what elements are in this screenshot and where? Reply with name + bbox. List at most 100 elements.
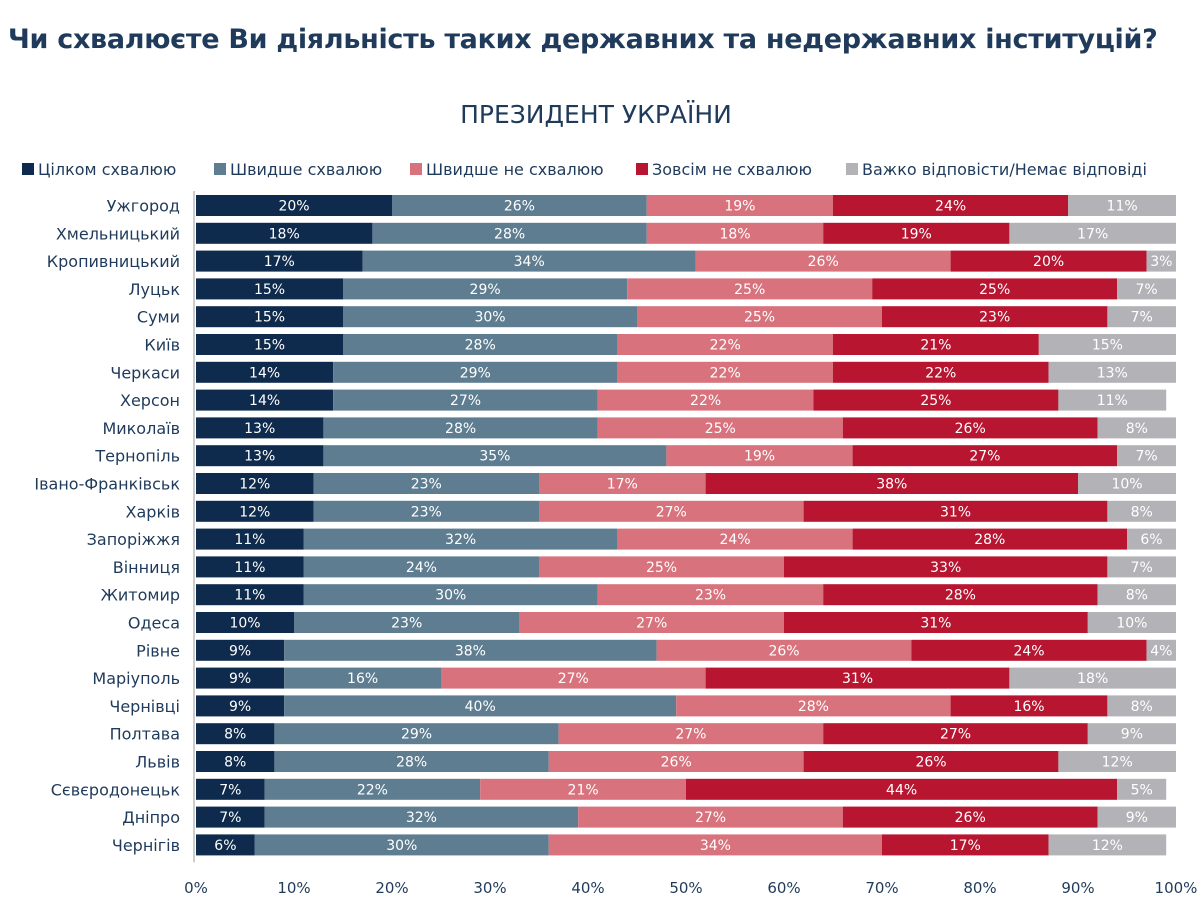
bar-segment [1117,278,1176,300]
data-label: 25% [705,421,736,437]
data-label: 8% [1126,421,1148,437]
legend-label: Швидше схвалюю [230,160,382,179]
category-label: Ужгород [107,197,180,216]
data-label: 7% [1135,449,1157,465]
category-label: Житомир [101,586,180,605]
data-label: 30% [386,838,417,854]
data-label: 26% [504,199,535,215]
bar-segment [196,695,285,717]
data-label: 25% [646,560,677,576]
data-label: 25% [744,310,775,326]
bar-segment [637,306,882,328]
bar-segment [196,500,314,522]
bar-segment [872,278,1118,300]
bar-segment [852,445,1118,467]
data-label: 15% [254,310,285,326]
bar-segment [303,584,598,606]
data-label: 35% [479,449,510,465]
data-label: 6% [214,838,236,854]
data-label: 25% [979,282,1010,298]
data-label: 28% [465,338,496,354]
data-label: 22% [710,365,741,381]
category-label: Черкаси [110,363,180,382]
bar-segment [1127,528,1176,550]
data-label: 30% [474,310,505,326]
bar-segment [196,334,343,355]
category-label: Кропивницький [47,252,180,271]
category-label: Тернопіль [94,447,180,466]
bar-segment [617,528,853,550]
data-label: 29% [460,365,491,381]
data-label: 27% [969,449,1000,465]
data-label: 8% [224,755,246,771]
category-label: Івано-Франківськ [34,475,180,494]
bar-segment [196,751,275,772]
bar-segment [852,528,1127,550]
category-label: Чернігів [112,836,180,855]
bar-segment [343,334,618,355]
data-label: 11% [1097,393,1128,409]
bar-segment [1058,389,1167,411]
data-label: 22% [357,782,388,798]
data-label: 38% [876,477,907,493]
bar-segment [1087,612,1176,633]
bar-segment [686,778,1118,800]
data-label: 14% [249,365,280,381]
data-label: 8% [1126,588,1148,604]
bar-segment [882,834,1049,856]
data-label: 32% [445,532,476,548]
data-label: 15% [254,282,285,298]
bar-segment [196,639,285,661]
bar-segment [196,778,265,800]
data-label: 26% [808,254,839,270]
data-label: 18% [719,226,750,242]
data-label: 23% [695,588,726,604]
data-label: 9% [1126,810,1148,826]
data-label: 7% [1135,282,1157,298]
data-label: 15% [1092,338,1123,354]
data-label: 23% [391,616,422,632]
legend-swatch [214,163,226,175]
bar-segment [196,278,343,300]
bar-segment [303,528,618,550]
bar-segment [196,445,324,467]
data-label: 19% [724,199,755,215]
bar-segment [578,806,843,828]
data-label: 13% [1097,365,1128,381]
data-label: 26% [661,755,692,771]
data-label: 17% [264,254,295,270]
data-label: 30% [435,588,466,604]
data-label: 12% [1092,838,1123,854]
category-label: Херсон [120,391,180,410]
category-label: Київ [144,336,180,355]
bar-segment [274,723,559,745]
legend-swatch [846,163,858,175]
data-label: 26% [955,810,986,826]
bar-segment [196,473,314,494]
bar-segment [597,389,814,411]
legend-swatch [636,163,648,175]
data-label: 3% [1150,254,1172,270]
data-label: 16% [1013,699,1044,715]
data-label: 38% [455,643,486,659]
data-label: 15% [254,338,285,354]
bar-segment [196,222,373,244]
data-label: 29% [401,727,432,743]
data-label: 27% [636,616,667,632]
bar-segment [950,250,1147,272]
x-tick-label: 70% [865,879,898,897]
data-label: 22% [925,365,956,381]
bar-segment [539,473,706,494]
data-label: 10% [229,616,260,632]
bar-segment [833,334,1039,355]
data-label: 8% [1131,504,1153,520]
bar-segment [842,806,1098,828]
bar-segment [548,751,804,772]
data-label: 27% [675,727,706,743]
bar-segment [1097,417,1176,439]
bar-segment [1146,250,1176,272]
x-tick-label: 80% [963,879,996,897]
bar-segment [284,695,677,717]
bar-segment [196,834,255,856]
bar-segment [617,361,833,383]
